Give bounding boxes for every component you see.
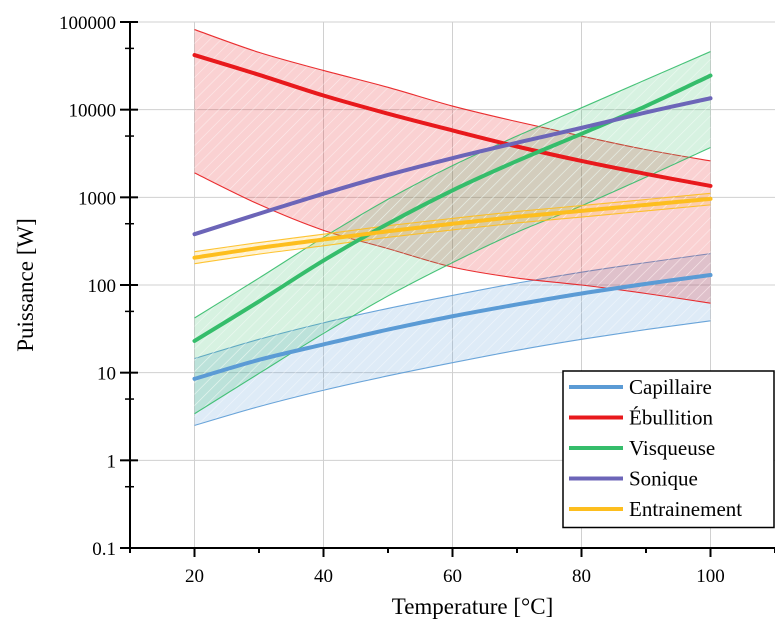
legend-label-visqueuse: Visqueuse — [629, 436, 715, 460]
y-tick-label: 1 — [107, 451, 117, 472]
x-tick-label: 60 — [443, 566, 462, 587]
legend-label-sonique: Sonique — [629, 467, 698, 491]
series-lines — [192, 53, 713, 381]
band-lower-entrainement — [194, 204, 711, 265]
band-upper-visqueuse — [194, 51, 711, 319]
x-tick-label: 100 — [696, 566, 725, 587]
legend: Capillaire Ébullition Visqueuse Sonique Entr… — [562, 370, 775, 529]
x-tick-label: 80 — [572, 566, 591, 587]
y-axis-title: Puissance [W] — [13, 218, 38, 352]
y-tick-label: 1000 — [78, 188, 116, 209]
legend-label-capillaire: Capillaire — [629, 375, 712, 399]
axes: 20 40 60 80 100 0.1 1 10 100 1000 10000 100000 — [59, 13, 775, 587]
band-lower-visqueuse — [194, 147, 711, 415]
x-axis-title: Temperature [°C] — [392, 594, 553, 619]
band-upper-entrainement — [194, 192, 711, 253]
series-line-visqueuse — [192, 73, 713, 343]
x-tick-label: 40 — [314, 566, 333, 587]
band-hatch-capillaire — [194, 253, 711, 426]
legend-label-bullition: Ébullition — [629, 406, 714, 430]
y-tick-label: 100000 — [59, 13, 116, 34]
band-lower-capillaire — [194, 320, 711, 426]
series-line-entrainement — [192, 196, 713, 260]
band-lower-bullition — [194, 172, 711, 304]
y-tick-label: 10 — [97, 364, 116, 385]
x-tick-label: 20 — [185, 566, 204, 587]
series-line-bullition — [192, 53, 713, 188]
y-tick-label: 10000 — [69, 101, 117, 122]
legend-label-entrainement: Entrainement — [629, 497, 742, 521]
y-tick-label: 100 — [88, 276, 117, 297]
series-line-sonique — [192, 96, 713, 237]
series-line-capillaire — [192, 273, 713, 381]
y-tick-label: 0.1 — [92, 539, 116, 560]
band-hatch-visqueuse — [194, 51, 711, 414]
